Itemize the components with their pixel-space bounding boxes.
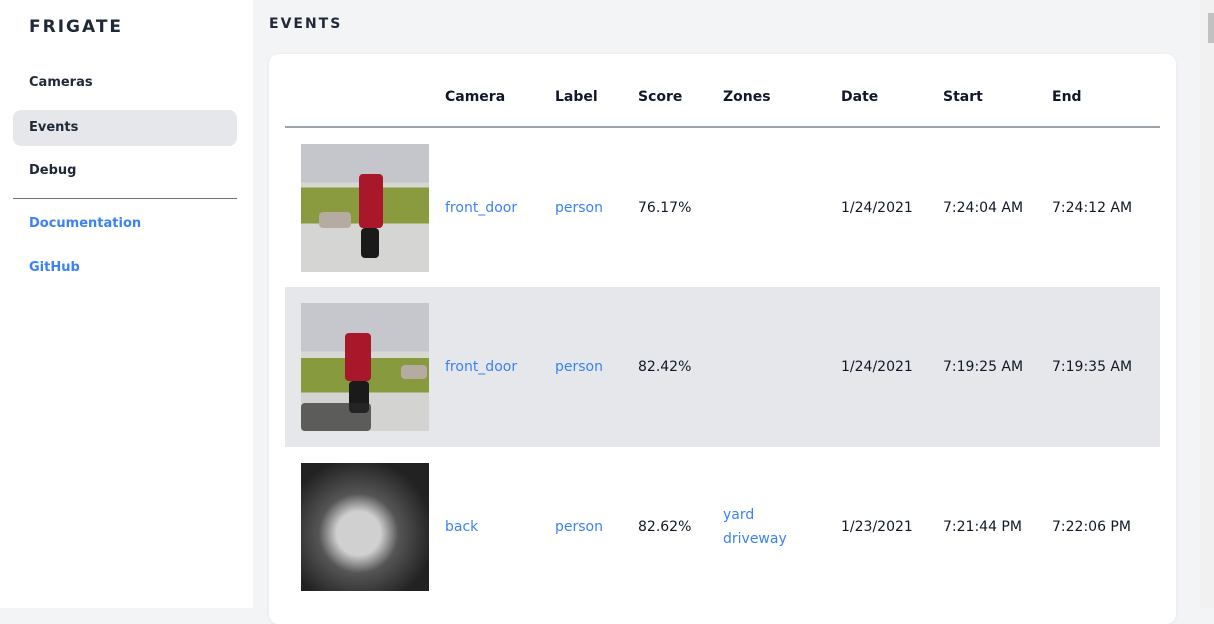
event-start: 7:21:44 PM <box>943 519 1022 535</box>
event-end: 7:22:06 PM <box>1052 519 1131 535</box>
event-zones <box>723 127 841 287</box>
event-zones: yard driveway <box>723 447 841 607</box>
event-thumbnail[interactable] <box>301 463 429 591</box>
scrollbar-thumb[interactable] <box>1208 13 1214 43</box>
event-date: 1/24/2021 <box>841 199 913 216</box>
zone-link[interactable]: yard <box>723 507 755 523</box>
event-label-link[interactable]: person <box>555 519 603 535</box>
sidebar-item-events[interactable]: Events <box>13 110 237 146</box>
event-date: 1/23/2021 <box>841 519 913 535</box>
app-logo: FRIGATE <box>29 17 124 37</box>
event-label-link[interactable]: person <box>555 287 638 447</box>
header-zones: Zones <box>723 54 841 128</box>
sidebar-divider <box>13 198 237 199</box>
link-github[interactable]: GitHub <box>29 260 80 275</box>
event-end: 7:24:12 AM <box>1052 199 1133 216</box>
scrollbar[interactable] <box>1200 0 1214 608</box>
sidebar-item-debug[interactable]: Debug <box>29 163 77 178</box>
event-date: 1/24/2021 <box>841 287 943 447</box>
header-camera: Camera <box>445 54 555 128</box>
event-start: 7:24:04 AM <box>943 199 1024 216</box>
link-documentation[interactable]: Documentation <box>29 216 142 231</box>
sidebar-item-cameras[interactable]: Cameras <box>29 75 93 90</box>
header-date: Date <box>841 54 943 128</box>
event-end: 7:19:35 AM <box>1052 287 1160 447</box>
event-score: 82.42% <box>638 287 723 447</box>
event-start: 7:19:25 AM <box>943 287 1052 447</box>
header-score: Score <box>638 54 723 128</box>
zone-link[interactable]: driveway <box>723 531 787 547</box>
page-title: EVENTS <box>269 16 343 32</box>
table-row[interactable]: front_door person 76.17% 1/24/2021 7:24:… <box>285 127 1160 287</box>
event-camera-link[interactable]: front_door <box>445 287 555 447</box>
header-start: Start <box>943 54 1052 128</box>
event-thumbnail[interactable] <box>301 143 429 272</box>
header-end: End <box>1052 54 1160 128</box>
table-row[interactable]: back person 82.62% yard driveway 1/23/202… <box>285 447 1160 607</box>
event-zones <box>723 287 841 447</box>
event-camera-link[interactable]: front_door <box>445 199 518 216</box>
event-score: 76.17% <box>638 199 692 216</box>
event-score: 82.62% <box>638 519 692 535</box>
header-label: Label <box>555 54 638 128</box>
table-header: Camera Label Score Zones Date Start End <box>285 54 1160 128</box>
event-thumbnail[interactable] <box>301 303 429 431</box>
events-table: Camera Label Score Zones Date Start End … <box>285 54 1160 607</box>
events-card: Camera Label Score Zones Date Start End … <box>269 54 1176 624</box>
event-label-link[interactable]: person <box>555 199 603 216</box>
header-thumbnail <box>285 54 445 128</box>
table-row[interactable]: front_door person 82.42% 1/24/2021 7:19:… <box>285 287 1160 447</box>
sidebar: FRIGATE Cameras Events Debug Documentati… <box>0 0 253 608</box>
event-camera-link[interactable]: back <box>445 519 479 535</box>
